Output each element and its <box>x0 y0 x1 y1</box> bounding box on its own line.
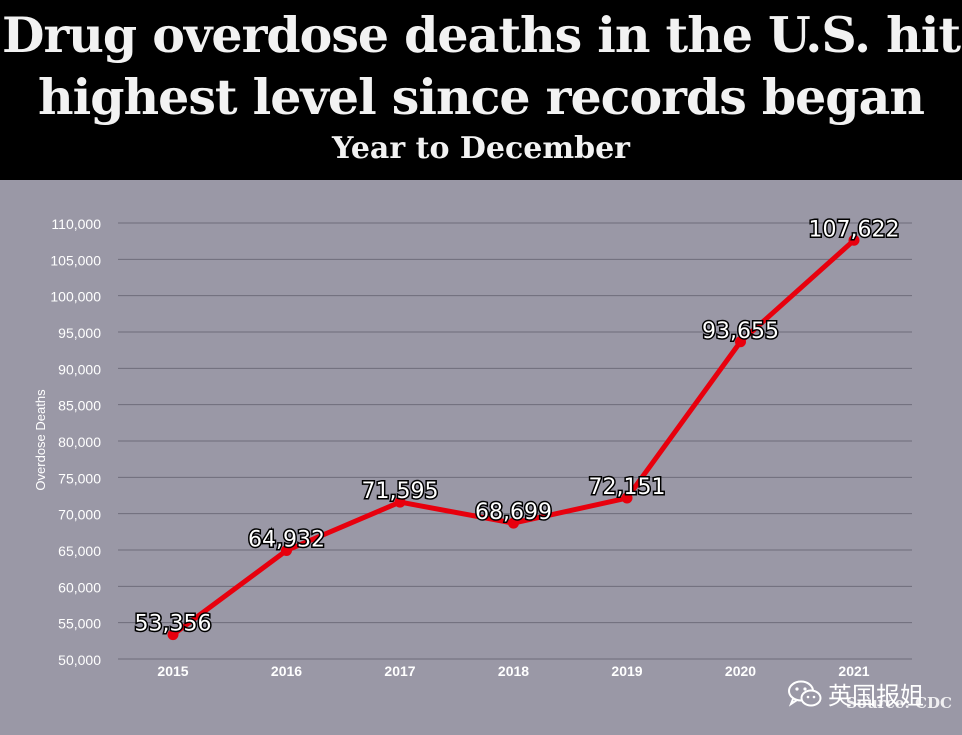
y-tick-label: 110,000 <box>51 216 101 232</box>
data-point <box>621 492 633 504</box>
data-label: 64,932 <box>248 527 325 552</box>
data-label: 68,699 <box>475 500 552 525</box>
y-tick-label: 75,000 <box>58 470 101 486</box>
data-point <box>281 544 292 556</box>
y-axis-label: Overdose Deaths <box>33 389 48 491</box>
x-tick-label: 2015 <box>157 663 188 679</box>
data-point <box>848 234 860 246</box>
data-point <box>394 496 406 508</box>
data-point <box>508 517 519 529</box>
x-tick-label: 2018 <box>498 663 529 679</box>
series-line <box>170 237 857 638</box>
y-tick-label: 80,000 <box>58 434 101 450</box>
y-tick-label: 55,000 <box>58 616 101 632</box>
y-tick-label: 50,000 <box>58 652 101 668</box>
x-tick-label: 2019 <box>611 663 642 679</box>
wechat-icon <box>788 680 822 707</box>
watermark: 英国报姐 <box>788 676 924 711</box>
x-tick-label: 2016 <box>271 663 302 679</box>
data-label: 53,356 <box>135 612 212 637</box>
y-tick-label: 90,000 <box>58 361 101 377</box>
source-credit: Source: CDC <box>846 694 952 712</box>
data-point <box>735 336 746 348</box>
chart-subtitle: Year to December <box>332 131 630 166</box>
x-tick-label: 2017 <box>384 663 415 679</box>
data-label: 107,622 <box>809 217 900 242</box>
y-tick-label: 60,000 <box>58 579 101 595</box>
x-tick-label: 2021 <box>838 663 869 679</box>
y-tick-label: 105,000 <box>50 252 101 268</box>
watermark-text: 英国报姐 <box>828 682 924 710</box>
y-tick-label: 100,000 <box>50 289 101 305</box>
y-tick-label: 85,000 <box>58 398 101 414</box>
data-point <box>167 629 179 641</box>
y-tick-label: 65,000 <box>58 543 101 559</box>
chart-title-line-1: Drug overdose deaths in the U.S. hit <box>2 6 961 64</box>
x-tick-label: 2020 <box>725 663 756 679</box>
chart-title-line-2: highest level since records began <box>38 68 925 126</box>
y-tick-label: 95,000 <box>58 325 101 341</box>
data-label: 72,151 <box>589 475 666 500</box>
header-banner: Drug overdose deaths in the U.S. hit hig… <box>0 0 962 180</box>
y-tick-label: 70,000 <box>58 507 101 523</box>
data-label: 71,595 <box>362 479 439 504</box>
data-label: 93,655 <box>702 319 779 344</box>
